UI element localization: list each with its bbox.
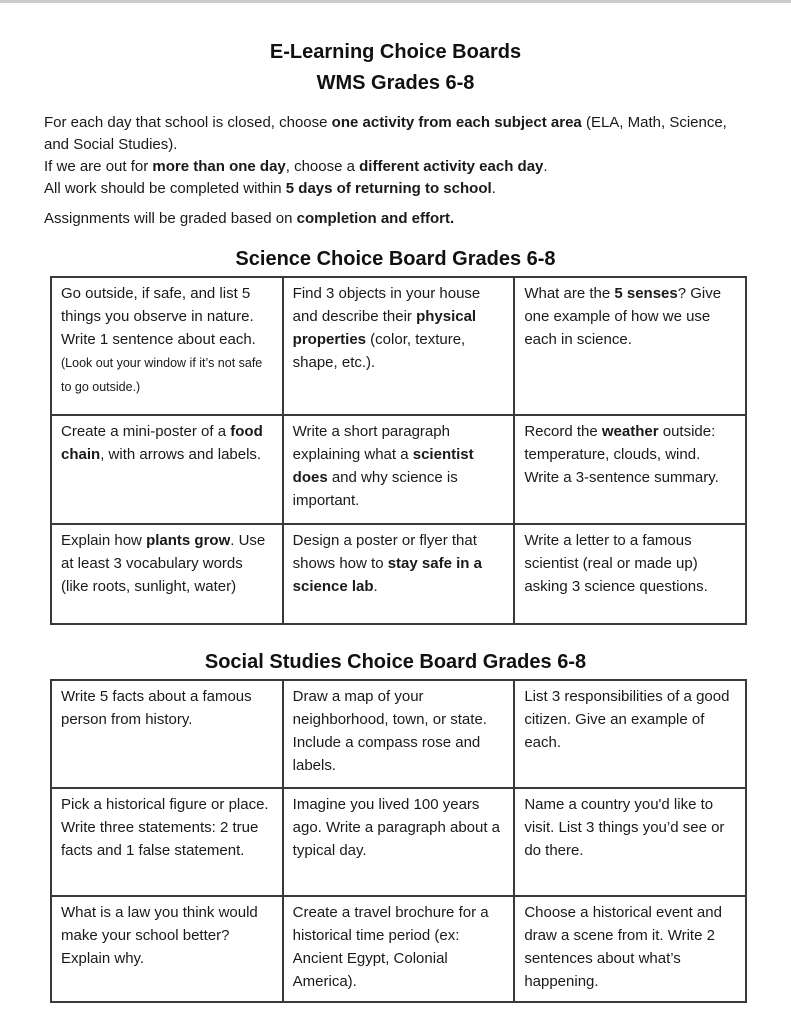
text-segment: . xyxy=(373,578,378,595)
window-top-edge xyxy=(0,0,791,3)
social-studies-choice-table: Write 5 facts about a famous person from… xyxy=(50,679,747,1003)
text-segment: For each day that school is closed, choo… xyxy=(44,114,332,131)
text-segment: Find 3 objects in your house and describ… xyxy=(292,285,481,325)
science-choice-table: Go outside, if safe, and list 5 things y… xyxy=(50,276,747,625)
table-cell: Write a short paragraph explaining what … xyxy=(281,414,516,525)
text-segment: . Use at least 3 vocabulary words (like … xyxy=(61,532,266,595)
text-segment: 5 senses xyxy=(614,285,678,302)
table-cell: Create a travel brochure for a historica… xyxy=(281,895,516,1003)
text-segment: 5 days of returning to school xyxy=(285,180,492,197)
text-segment: Explain how xyxy=(61,532,147,549)
table-row: Write 5 facts about a famous person from… xyxy=(50,679,747,789)
table-cell: Draw a map of your neighborhood, town, o… xyxy=(281,679,516,789)
text-segment: and why science is important. xyxy=(292,469,458,509)
text-segment: food chain xyxy=(61,423,263,463)
table-cell: Write a letter to a famous scientist (re… xyxy=(513,523,747,625)
text-segment: . xyxy=(543,158,548,175)
table-cell: What are the 5 senses? Give one example … xyxy=(513,276,747,416)
text-segment: Imagine you lived 100 years ago. Write a… xyxy=(292,796,501,859)
text-segment: (Look out your window if it’s not safe t… xyxy=(61,356,263,394)
text-segment: different activity each day xyxy=(359,158,544,175)
text-segment: scientist does xyxy=(292,446,474,486)
grading-note: Assignments will be graded based on comp… xyxy=(44,208,747,230)
table-row: Pick a historical figure or place. Write… xyxy=(50,787,747,897)
table-cell: What is a law you think would make your … xyxy=(50,895,284,1003)
text-segment: , choose a xyxy=(285,158,360,175)
title-line-2: WMS Grades 6-8 xyxy=(316,72,475,94)
text-segment: weather xyxy=(601,423,659,440)
text-segment: Name a country you'd like to visit. List… xyxy=(524,796,725,859)
text-segment: . xyxy=(491,180,496,197)
table-cell: Choose a historical event and draw a sce… xyxy=(513,895,747,1003)
table-cell: Design a poster or flyer that shows how … xyxy=(281,523,516,625)
table-cell: Create a mini-poster of a food chain, wi… xyxy=(50,414,284,525)
text-segment: ? Give one example of how we use each in… xyxy=(524,285,722,348)
text-segment: What is a law you think would make your … xyxy=(61,904,258,967)
intro-paragraph-3: All work should be completed within 5 da… xyxy=(44,178,747,200)
text-segment: completion and effort. xyxy=(296,210,455,227)
intro-paragraph-2: If we are out for more than one day, cho… xyxy=(44,156,747,178)
text-segment: Record the xyxy=(524,423,602,440)
text-segment: Create a travel brochure for a historica… xyxy=(292,904,489,990)
table-cell: Find 3 objects in your house and describ… xyxy=(281,276,516,416)
text-segment: Design a poster or flyer that shows how … xyxy=(292,532,477,572)
document-page: E-Learning Choice Boards WMS Grades 6-8 … xyxy=(0,37,791,1003)
table-cell: Record the weather outside: temperature,… xyxy=(513,414,747,525)
table-row: Go outside, if safe, and list 5 things y… xyxy=(50,276,747,416)
text-segment: If we are out for xyxy=(44,158,153,175)
text-segment: What are the xyxy=(524,285,615,302)
table-cell: Go outside, if safe, and list 5 things y… xyxy=(50,276,284,416)
text-segment: Go outside, if safe, and list 5 things y… xyxy=(61,285,256,348)
intro-block: For each day that school is closed, choo… xyxy=(44,112,747,230)
table-cell: Pick a historical figure or place. Write… xyxy=(50,787,284,897)
text-segment: Write 5 facts about a famous person from… xyxy=(61,688,252,728)
title-line-1: E-Learning Choice Boards xyxy=(269,41,522,63)
table-row: What is a law you think would make your … xyxy=(50,895,747,1003)
text-segment: more than one day xyxy=(152,158,286,175)
text-segment: one activity from each subject area xyxy=(331,114,582,131)
table-row: Explain how plants grow. Use at least 3 … xyxy=(50,523,747,625)
text-segment: List 3 responsibilities of a good citize… xyxy=(524,688,730,751)
text-segment: outside: temperature, clouds, wind. Writ… xyxy=(524,423,719,486)
text-segment: Write a short paragraph explaining what … xyxy=(292,423,450,463)
text-segment: plants grow xyxy=(146,532,231,549)
table-cell: Explain how plants grow. Use at least 3 … xyxy=(50,523,284,625)
science-board-heading: Science Choice Board Grades 6-8 xyxy=(235,248,556,270)
text-segment: Choose a historical event and draw a sce… xyxy=(524,904,722,990)
text-segment: , with arrows and labels. xyxy=(100,446,262,463)
text-segment: physical properties xyxy=(292,308,477,348)
text-segment: (ELA, Math, Science, and Social Studies)… xyxy=(44,114,727,153)
text-segment: stay safe in a science lab xyxy=(292,555,482,595)
text-segment: Draw a map of your neighborhood, town, o… xyxy=(292,688,487,774)
table-cell: Write 5 facts about a famous person from… xyxy=(50,679,284,789)
text-segment: Create a mini-poster of a xyxy=(61,423,231,440)
intro-paragraph-1: For each day that school is closed, choo… xyxy=(44,112,747,156)
table-cell: List 3 responsibilities of a good citize… xyxy=(513,679,747,789)
text-segment: (color, texture, shape, etc.). xyxy=(292,331,466,371)
text-segment: Write a letter to a famous scientist (re… xyxy=(524,532,708,595)
social-studies-board-heading: Social Studies Choice Board Grades 6-8 xyxy=(204,651,587,673)
document-title: E-Learning Choice Boards WMS Grades 6-8 xyxy=(44,37,747,99)
text-segment: Assignments will be graded based on xyxy=(44,210,297,227)
text-segment: All work should be completed within xyxy=(44,180,286,197)
table-cell: Name a country you'd like to visit. List… xyxy=(513,787,747,897)
table-row: Create a mini-poster of a food chain, wi… xyxy=(50,414,747,525)
table-cell: Imagine you lived 100 years ago. Write a… xyxy=(281,787,516,897)
text-segment: Pick a historical figure or place. Write… xyxy=(61,796,269,859)
